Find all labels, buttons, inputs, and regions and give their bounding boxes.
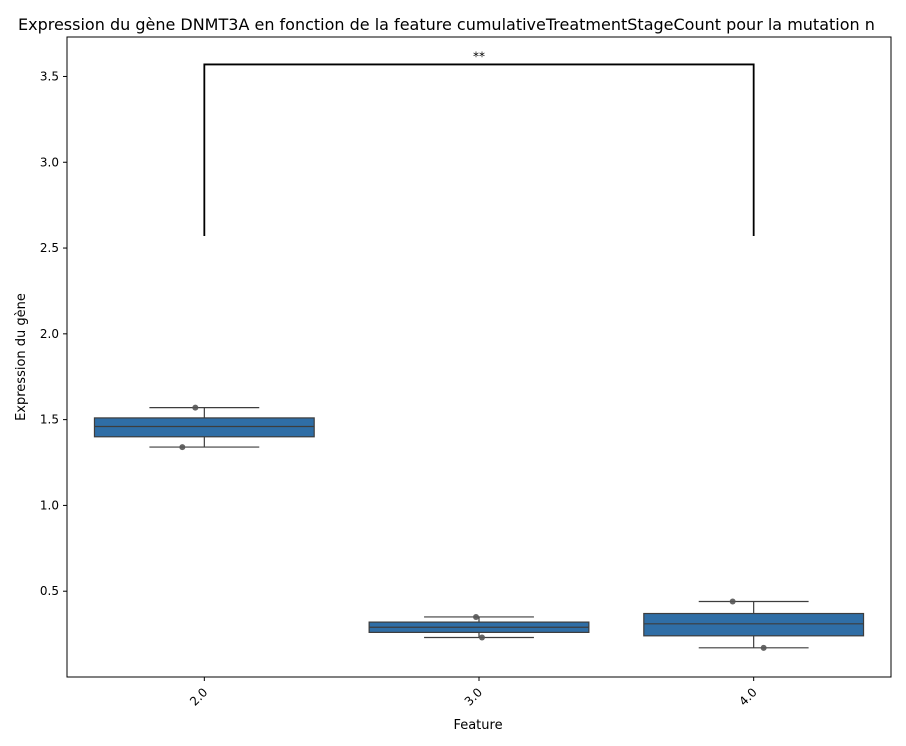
y-axis-label: Expression du gène — [14, 293, 29, 421]
data-point — [179, 444, 186, 451]
box-2.0 — [93, 417, 315, 438]
x-tick-label: 3.0 — [462, 685, 485, 708]
x-axis-label: Feature — [453, 718, 502, 733]
y-tick-label: 1.0 — [40, 498, 59, 512]
y-tick-label: 2.0 — [40, 327, 59, 341]
y-tick-label: 2.5 — [40, 241, 59, 255]
plot-frame — [66, 36, 892, 678]
chart-title: Expression du gène DNMT3A en fonction de… — [18, 15, 875, 34]
x-tick-label: 4.0 — [736, 685, 759, 708]
data-point — [473, 613, 479, 620]
plot-area: 0.5 1.0 1.5 2.0 2.5 3.0 3.5 2.0 3.0 4.0 ** — [40, 36, 892, 709]
significance-bracket — [203, 63, 755, 237]
y-tick-label: 3.0 — [40, 155, 59, 169]
data-point — [760, 644, 767, 651]
y-tick-label: 0.5 — [40, 584, 59, 598]
box-4.0 — [643, 612, 865, 637]
y-tick-label: 3.5 — [40, 69, 59, 83]
y-tick-label: 1.5 — [40, 413, 59, 427]
data-point — [192, 404, 199, 411]
x-tick-label: 2.0 — [187, 685, 210, 708]
significance-label: ** — [473, 49, 485, 63]
data-point — [729, 598, 736, 605]
data-point — [479, 634, 485, 641]
